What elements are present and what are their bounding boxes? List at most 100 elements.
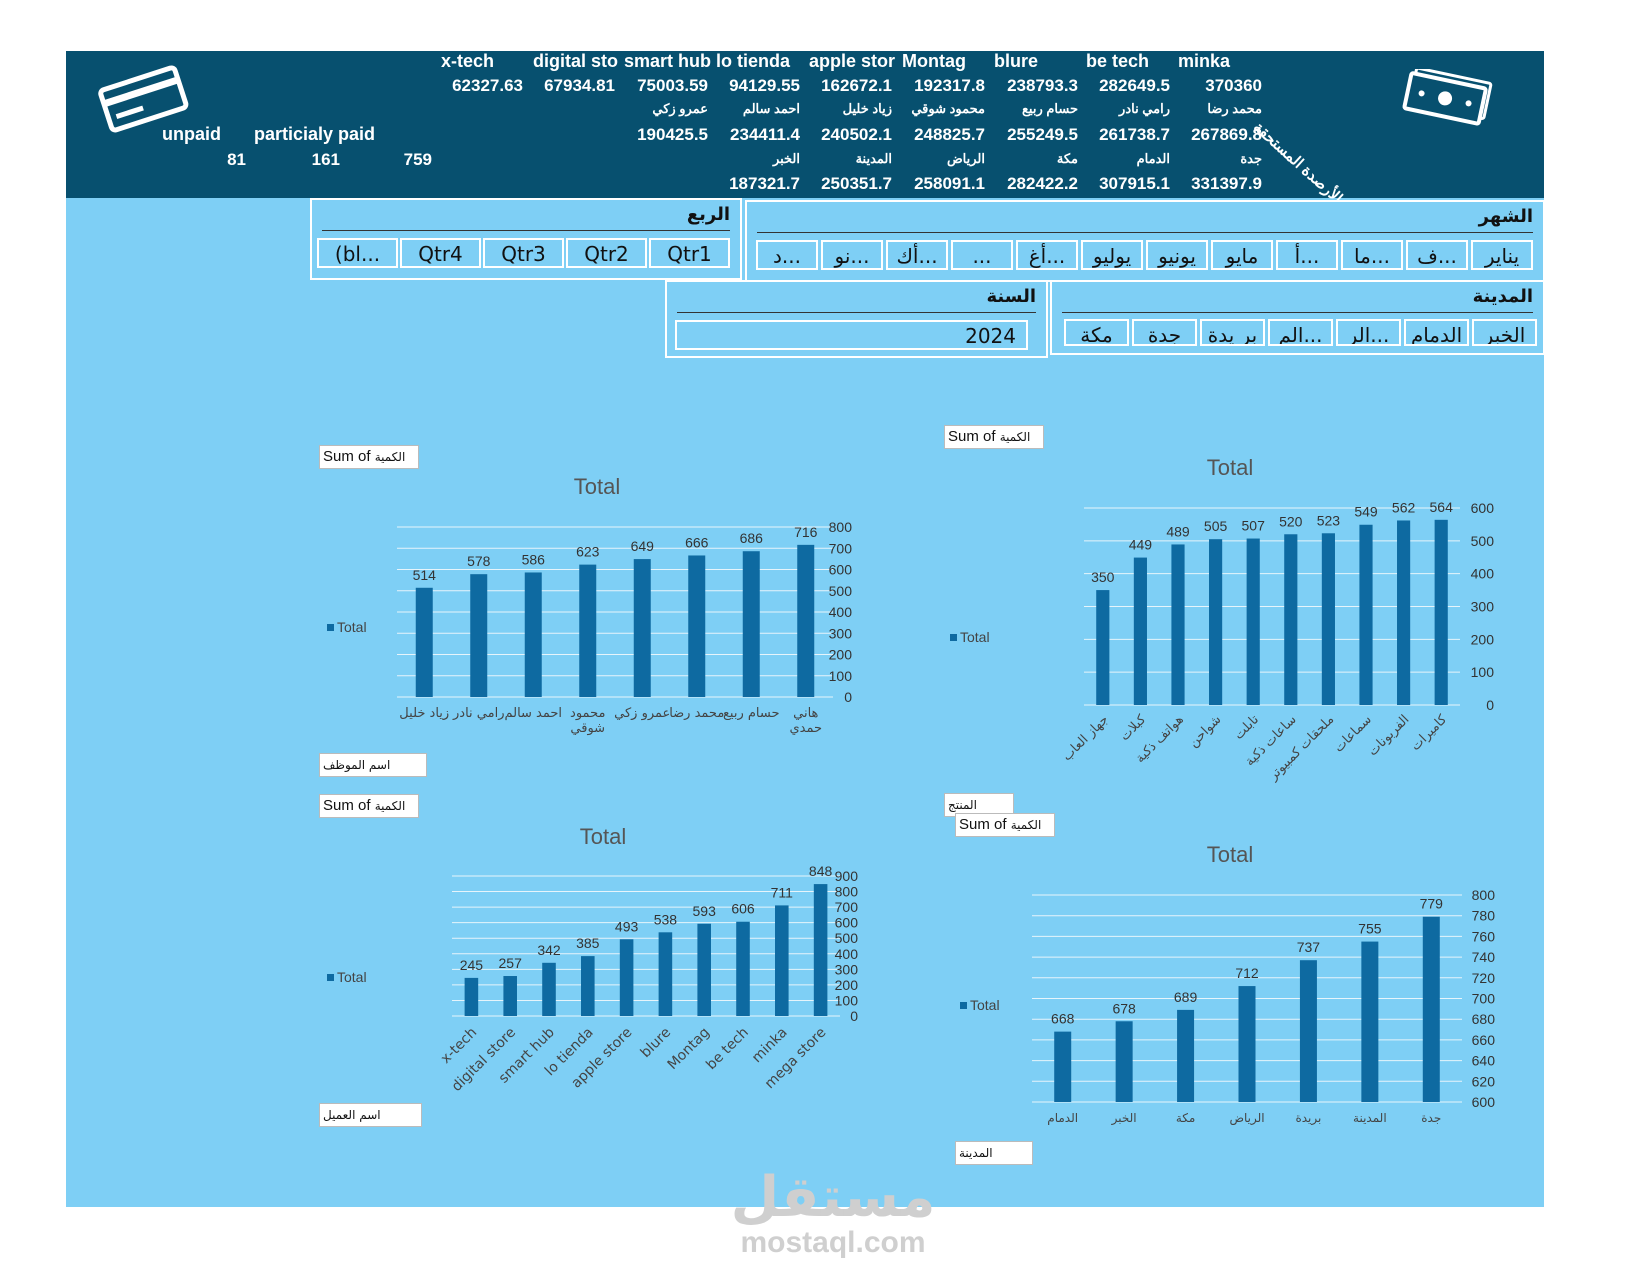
bar [1096,590,1110,705]
axis-field-tag[interactable]: المدينة [955,1141,1033,1165]
slicer-month-button[interactable]: يناير [1471,240,1533,270]
data-label: 712 [1235,965,1259,981]
legend-label: Total [337,619,367,635]
slicer-quarter-button[interactable]: Qtr3 [483,238,564,268]
slicer-city-button[interactable]: الم... [1268,319,1333,346]
data-label: 489 [1166,523,1190,539]
tag-arabic-text: اسم العميل [323,1108,381,1122]
slicer-month-title: الشهر [1478,206,1533,227]
slicer-city: المدينة الخبر الدمام الر... الم... بر يدة جدة… [1050,280,1545,355]
slicer-city-button[interactable]: الخبر [1472,319,1537,346]
slicer-quarter-button[interactable]: (bl... [317,238,398,268]
data-label: 493 [615,918,639,934]
y-tick-label: 700 [829,540,853,556]
slicer-month-button[interactable]: أ... [1276,240,1338,270]
header-customer-value: 62327.63 [452,76,523,95]
tag-arabic-text: المدينة [959,1146,993,1160]
header-employee-name: حسام ربيع [1022,101,1078,116]
header-employee-value: 261738.7 [1099,125,1170,144]
slicer-year-button[interactable]: 2024 [675,320,1028,350]
header-employee-name: محمود شوقي [911,101,985,116]
watermark-english: mostaql.com [740,1226,926,1259]
bar [736,921,750,1016]
slicer-month-button[interactable]: أك... [886,240,948,270]
legend-label: Total [960,629,990,645]
header-city-value: 187321.7 [729,174,800,193]
slicer-city-button[interactable]: جدة [1132,319,1197,346]
slicer-month-button[interactable]: ما... [1341,240,1403,270]
header-customer-value: 94129.55 [729,76,800,95]
axis-field-tag[interactable]: اسم العميل [319,1103,422,1127]
data-label: 564 [1430,499,1454,515]
header-customer-name: apple stor [809,51,896,71]
category-label: شواحن [1186,712,1224,750]
bar [1434,519,1448,705]
slicer-quarter-button[interactable]: Qtr4 [400,238,481,268]
header-customer-name: smart hub [624,51,712,71]
bar [579,564,597,697]
y-tick-label: 680 [1472,1011,1496,1027]
category-label: ملحقات كمبيوتر [1265,712,1337,784]
chart-title: Total [574,474,620,499]
bar [1361,941,1379,1102]
header-employee-name: زياد خليل [842,101,892,116]
y-tick-label: 620 [1472,1073,1496,1089]
slicer-quarter-button[interactable]: Qtr2 [566,238,647,268]
slicer-quarter-title: الربع [686,204,730,225]
data-label: 549 [1354,504,1378,520]
y-tick-label: 100 [835,992,859,1008]
bar [633,559,651,697]
slicer-month-button[interactable]: د... [756,240,818,270]
value-field-tag[interactable]: Sum of الكمية [955,813,1055,837]
header-employee-name: محمد رضا [1207,101,1262,116]
y-tick-label: 300 [829,625,853,641]
header-customer-value: 192317.8 [914,76,985,95]
chart-title: Total [580,824,626,849]
data-label: 649 [631,538,655,554]
slicer-month-button[interactable]: نو... [821,240,883,270]
slicer-city-button[interactable]: الر... [1336,319,1401,346]
data-label: 385 [576,935,600,951]
slicer-month-button[interactable]: ف... [1406,240,1468,270]
data-label: 666 [685,534,709,550]
header-city-name: الخبر [772,151,800,166]
tag-arabic-text: الكمية [374,450,406,464]
slicer-month-button[interactable]: ... [951,240,1013,270]
watermark: مستقل mostaql.com [728,1168,938,1258]
category-label: Montag [665,1025,713,1073]
slicer-month-button[interactable]: يونيو [1146,240,1208,270]
bar [524,572,542,697]
header-customer-value: 75003.59 [637,76,708,95]
header-status-label: unpaid [162,124,221,144]
slicer-city-button[interactable]: بر يدة [1200,319,1265,346]
header-city-name: المدينة [855,151,892,166]
category-label: كبلات [1117,712,1149,744]
category-label: رامي نادر [452,706,504,721]
y-tick-label: 600 [1471,500,1495,516]
value-field-tag[interactable]: Sum of الكمية [319,794,419,818]
header-customer-name: be tech [1086,51,1150,71]
legend-swatch [960,1002,967,1009]
slicer-city-button[interactable]: مكة [1064,319,1129,346]
bar [1284,534,1298,705]
slicer-month-button[interactable]: أغ... [1016,240,1078,270]
slicer-month-button[interactable]: مايو [1211,240,1273,270]
slicer-quarter-button[interactable]: Qtr1 [649,238,730,268]
value-field-tag[interactable]: Sum of الكمية [944,425,1044,449]
slicer-month-button[interactable]: يوليو [1081,240,1143,270]
header-city-value: 331397.9 [1191,174,1262,193]
value-field-tag[interactable]: Sum of الكمية [319,445,419,469]
category-label: تابلت [1231,712,1262,743]
data-label: 623 [576,544,600,560]
header-customer-value: 67934.81 [544,76,615,95]
category-label: حسام ربيع [723,706,780,721]
slicer-city-button[interactable]: الدمام [1404,319,1469,346]
category-label: الدمام [1047,1111,1078,1125]
category-label: احمد سالم [504,706,562,721]
axis-field-tag[interactable]: اسم الموظف [319,753,427,777]
header-city-value: 307915.1 [1099,174,1170,193]
bar [1321,533,1335,705]
data-label: 689 [1174,989,1198,1005]
header-city-name: جدة [1240,151,1262,166]
